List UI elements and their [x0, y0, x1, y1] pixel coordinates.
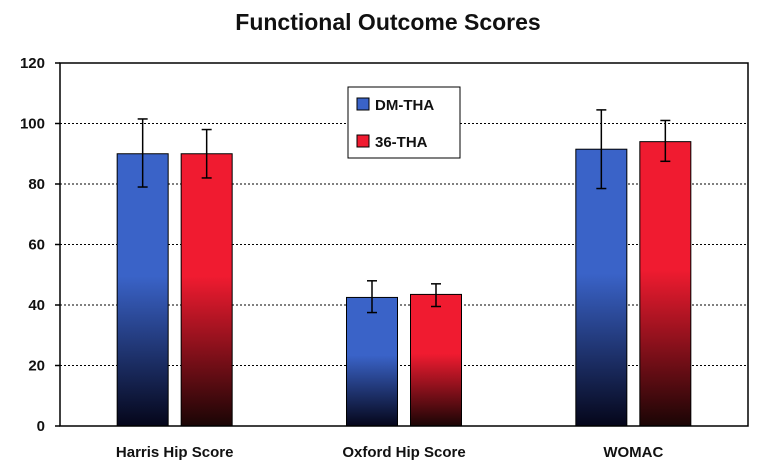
bar-dm-tha-oxford-hip-score [346, 296, 398, 427]
grid-lines [60, 123, 748, 366]
y-tick-label: 40 [28, 297, 45, 314]
y-tick-label: 20 [28, 358, 45, 375]
bar-36-tha-womac [639, 141, 692, 427]
x-category-label: WOMAC [603, 444, 663, 461]
y-tick-label: 100 [20, 116, 45, 133]
chart-title: Functional Outcome Scores [235, 9, 540, 35]
bar-dm-tha-womac [575, 148, 628, 427]
x-category-label: Oxford Hip Score [342, 444, 465, 461]
y-tick-label: 80 [28, 176, 45, 193]
y-tick-label: 0 [37, 418, 45, 435]
y-axis-ticks: 0 20 40 60 80 100 120 [20, 55, 60, 435]
error-bars [137, 109, 671, 314]
bar-dm-tha-harris-hip-score [116, 153, 169, 427]
legend-label-dm-tha: DM-THA [375, 97, 434, 114]
legend: DM-THA 36-THA [347, 86, 461, 159]
bar-36-tha-oxford-hip-score [410, 293, 462, 427]
error-bar-36-tha-oxford-hip-score [431, 283, 441, 308]
legend-label-36-tha: 36-THA [375, 134, 428, 151]
error-bar-dm-tha-harris-hip-score [137, 118, 148, 188]
error-bar-dm-tha-oxford-hip-score [367, 280, 377, 314]
legend-swatch-36-tha [356, 134, 370, 148]
error-bar-36-tha-womac [660, 119, 671, 163]
x-category-label: Harris Hip Score [116, 444, 234, 461]
error-bar-dm-tha-womac [596, 109, 607, 190]
x-axis-categories: Harris Hip Score Oxford Hip Score WOMAC [116, 444, 664, 461]
bar-36-tha-harris-hip-score [180, 153, 233, 427]
error-bar-36-tha-harris-hip-score [201, 128, 212, 179]
legend-swatch-dm-tha [356, 97, 370, 111]
y-tick-label: 120 [20, 55, 45, 72]
bars [116, 141, 692, 427]
y-tick-label: 60 [28, 237, 45, 254]
